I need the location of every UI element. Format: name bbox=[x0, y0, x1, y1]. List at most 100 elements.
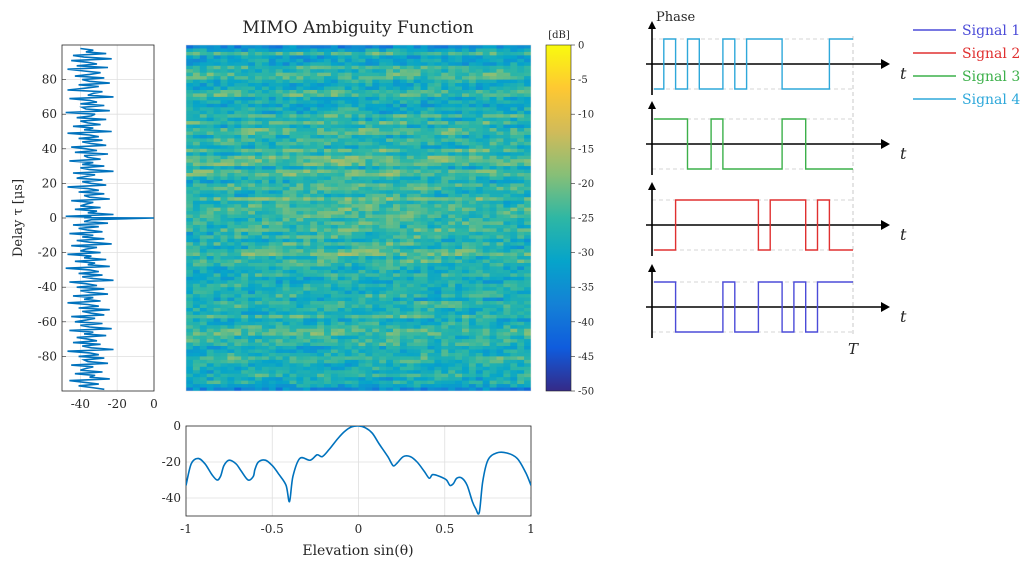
heatmap-cell bbox=[358, 173, 366, 177]
heatmap-cell bbox=[399, 342, 408, 347]
heatmap-cell bbox=[289, 134, 297, 139]
heatmap-cell bbox=[289, 204, 297, 209]
heatmap-cell bbox=[303, 214, 311, 219]
heatmap-cell bbox=[517, 221, 525, 226]
heatmap-cell bbox=[510, 159, 518, 164]
heatmap-cell bbox=[386, 252, 394, 257]
heatmap-cell bbox=[275, 128, 283, 132]
heatmap-cell bbox=[462, 318, 470, 323]
heatmap-cell bbox=[303, 307, 311, 312]
heatmap-cell bbox=[330, 307, 339, 312]
heatmap-cell bbox=[503, 48, 511, 53]
heatmap-cell bbox=[303, 273, 311, 278]
heatmap-cell bbox=[524, 294, 531, 298]
heatmap-cell bbox=[496, 51, 504, 56]
heatmap-cell bbox=[406, 55, 415, 60]
heatmap-cell bbox=[268, 384, 277, 388]
heatmap-cell bbox=[192, 148, 201, 153]
heatmap-cell bbox=[227, 304, 235, 309]
heatmap-cell bbox=[372, 166, 380, 170]
heatmap-cell bbox=[524, 152, 531, 157]
heatmap-cell bbox=[524, 280, 531, 285]
heatmap-cell bbox=[393, 124, 401, 129]
heatmap-cell bbox=[489, 249, 497, 253]
heatmap-cell bbox=[282, 218, 290, 222]
heatmap-cell bbox=[317, 238, 325, 243]
heatmap-cell bbox=[441, 301, 449, 305]
heatmap-cell bbox=[351, 384, 359, 388]
heatmap-cell bbox=[358, 110, 366, 115]
heatmap-cell bbox=[206, 93, 214, 98]
heatmap-cell bbox=[310, 290, 318, 295]
heatmap-cell bbox=[234, 183, 242, 188]
heatmap-cell bbox=[406, 346, 415, 350]
heatmap-cell bbox=[268, 145, 277, 150]
heatmap-cell bbox=[199, 283, 208, 288]
heatmap-cell bbox=[524, 193, 531, 198]
heatmap-cell bbox=[503, 79, 511, 84]
heatmap-cell bbox=[372, 207, 380, 212]
heatmap-cell bbox=[220, 252, 228, 257]
heatmap-cell bbox=[199, 384, 208, 388]
heatmap-cell bbox=[268, 186, 277, 191]
heatmap-cell bbox=[206, 256, 214, 260]
heatmap-cell bbox=[234, 176, 242, 181]
heatmap-cell bbox=[351, 45, 359, 49]
heatmap-cell bbox=[199, 162, 208, 167]
heatmap-cell bbox=[220, 387, 228, 391]
heatmap-cell bbox=[496, 79, 504, 84]
heatmap-cell bbox=[475, 221, 484, 226]
heatmap-cell bbox=[261, 231, 270, 236]
heatmap-cell bbox=[199, 218, 208, 222]
heatmap-cell bbox=[310, 269, 318, 274]
heatmap-cell bbox=[496, 380, 504, 385]
heatmap-cell bbox=[255, 173, 263, 177]
heatmap-cell bbox=[358, 176, 366, 181]
heatmap-cell bbox=[275, 107, 283, 112]
heatmap-cell bbox=[393, 238, 401, 243]
heatmap-cell bbox=[213, 166, 221, 170]
heatmap-cell bbox=[517, 342, 525, 347]
heatmap-cell bbox=[255, 252, 263, 257]
heatmap-cell bbox=[255, 228, 263, 233]
heatmap-cell bbox=[227, 141, 235, 146]
heatmap-cell bbox=[227, 266, 235, 271]
heatmap-cell bbox=[413, 380, 421, 385]
heatmap-cell bbox=[524, 183, 531, 188]
heatmap-cell bbox=[386, 183, 394, 188]
heatmap-cell bbox=[310, 48, 318, 53]
heatmap-cell bbox=[496, 96, 504, 101]
heatmap-cell bbox=[413, 200, 421, 205]
heatmap-cell bbox=[192, 280, 201, 285]
heatmap-cell bbox=[386, 155, 394, 160]
heatmap-cell bbox=[213, 72, 221, 77]
heatmap-cell bbox=[213, 62, 221, 67]
heatmap-cell bbox=[503, 62, 511, 67]
heatmap-cell bbox=[289, 179, 297, 184]
heatmap-cell bbox=[324, 79, 332, 84]
heatmap-cell bbox=[296, 235, 304, 240]
heatmap-cell bbox=[517, 148, 525, 153]
heatmap-cell bbox=[255, 58, 263, 63]
heatmap-cell bbox=[372, 121, 380, 125]
heatmap-cell bbox=[303, 197, 311, 202]
heatmap-cell bbox=[434, 100, 442, 105]
heatmap-cell bbox=[192, 193, 201, 198]
heatmap-cell bbox=[337, 224, 346, 229]
heatmap-cell bbox=[420, 214, 428, 219]
heatmap-cell bbox=[399, 207, 408, 212]
heatmap-cell bbox=[289, 69, 297, 74]
heatmap-cell bbox=[296, 318, 304, 323]
heatmap-cell bbox=[186, 339, 194, 343]
heatmap-cell bbox=[393, 242, 401, 247]
heatmap-cell bbox=[420, 294, 428, 298]
heatmap-cell bbox=[358, 186, 366, 191]
heatmap-cell bbox=[234, 335, 242, 340]
heatmap-cell bbox=[241, 69, 249, 74]
heatmap-cell bbox=[475, 83, 484, 87]
heatmap-cell bbox=[406, 93, 415, 98]
heatmap-cell bbox=[462, 214, 470, 219]
heatmap-cell bbox=[330, 211, 339, 215]
heatmap-cell bbox=[489, 121, 497, 125]
heatmap-cell bbox=[489, 58, 497, 63]
